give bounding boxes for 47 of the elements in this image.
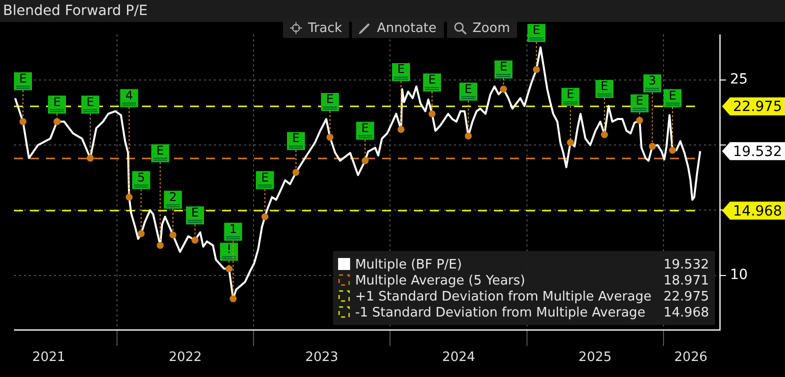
annotation: E xyxy=(19,71,27,86)
annotation: E xyxy=(397,62,405,76)
annotation: 18.971 xyxy=(664,273,709,288)
x-tick-label: 2021 xyxy=(32,350,66,366)
annotation: 14.968 xyxy=(664,305,709,320)
y-tick-label: 25 xyxy=(730,72,748,88)
text: 14.968 xyxy=(733,203,782,220)
annotation: 4 xyxy=(125,88,133,102)
x-tick-label: 2025 xyxy=(578,350,612,366)
annotation: E xyxy=(156,143,164,158)
annotation: 3 xyxy=(648,73,656,88)
x-tick-label: 2023 xyxy=(305,350,338,366)
annotation: E xyxy=(191,205,199,220)
annotation: 5 xyxy=(137,170,145,184)
annotation: 19.532 xyxy=(664,257,709,272)
text: 22.975 xyxy=(733,98,782,115)
annotation: E xyxy=(53,94,61,109)
annotation: E xyxy=(566,86,574,101)
annotation: E xyxy=(326,92,334,106)
annotation: Zoom xyxy=(472,20,510,36)
annotation: E xyxy=(292,131,300,146)
chart-title: Blended Forward P/E xyxy=(0,0,785,22)
annotation: E xyxy=(636,93,644,108)
legend-label: -1 Standard Deviation from Multiple Average xyxy=(355,305,646,320)
annotation: E xyxy=(464,82,472,96)
x-tick-label: 2026 xyxy=(674,350,708,366)
annotation: E xyxy=(261,170,269,184)
annotation: ! xyxy=(226,242,232,256)
annotation: E xyxy=(86,94,94,109)
annotation: Track xyxy=(308,20,342,36)
annotation: 1 xyxy=(229,222,237,236)
x-tick-label: 2024 xyxy=(442,350,476,366)
y-tick-label: 10 xyxy=(730,266,748,283)
legend-label: Multiple Average (5 Years) xyxy=(355,273,526,288)
legend-label: Multiple (BF P/E) xyxy=(355,257,462,272)
text: 19.532 xyxy=(733,144,782,160)
annotation: E xyxy=(600,79,608,94)
annotation: E xyxy=(668,88,676,102)
annotation: E xyxy=(361,120,369,135)
annotation: E xyxy=(500,60,508,74)
annotation: E xyxy=(428,72,436,87)
annotation: 22.975 xyxy=(664,289,709,304)
annotation: Annotate xyxy=(377,20,437,36)
annotation: E xyxy=(532,23,540,38)
annotation: 2 xyxy=(169,190,177,204)
x-tick-label: 2022 xyxy=(168,350,202,366)
legend-label: +1 Standard Deviation from Multiple Average xyxy=(355,289,652,304)
